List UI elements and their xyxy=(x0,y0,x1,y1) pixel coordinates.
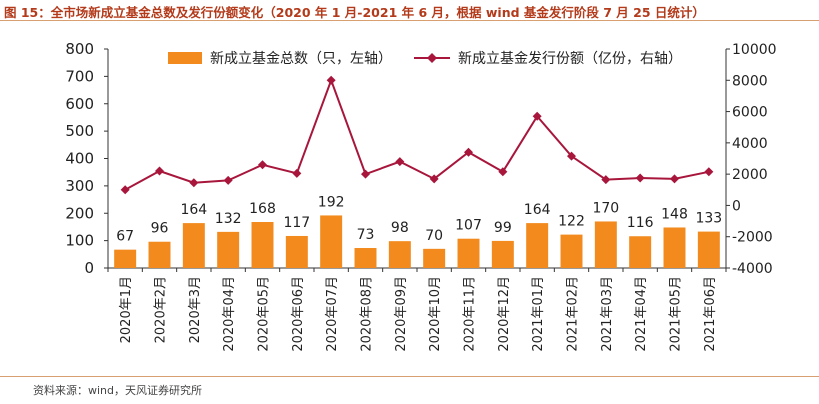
line-point xyxy=(155,166,164,176)
x-tick-label: 2021年05月 xyxy=(669,276,684,352)
line-point xyxy=(292,168,302,178)
bar-data-label: 116 xyxy=(627,215,654,231)
bar-data-label: 192 xyxy=(318,194,345,210)
line-point xyxy=(189,178,199,188)
bar xyxy=(526,223,549,268)
bar-data-label: 96 xyxy=(151,221,169,237)
x-tick-label: 2020年10月 xyxy=(428,276,443,352)
x-tick-label: 2020年07月 xyxy=(325,276,340,352)
source-note: 资料来源：wind，天风证券研究所 xyxy=(33,384,203,397)
x-tick-label: 2020年3月 xyxy=(188,276,203,343)
left-tick-label: 500 xyxy=(65,122,94,140)
line-point xyxy=(120,185,130,195)
bar-data-label: 122 xyxy=(558,214,585,230)
right-tick-label: 6000 xyxy=(732,105,768,121)
bar xyxy=(148,241,171,268)
right-tick-label: 10000 xyxy=(732,42,777,58)
left-tick-label: 0 xyxy=(84,259,94,277)
footer-divider xyxy=(0,376,819,377)
left-tick-label: 600 xyxy=(65,95,94,113)
right-tick-label: 8000 xyxy=(732,73,768,89)
line-point xyxy=(361,169,370,179)
figure-title: 图 15：全市场新成立基金总数及发行份额变化（2020 年 1 月-2021 年… xyxy=(4,5,705,20)
x-tick-label: 2020年06月 xyxy=(291,276,306,352)
bar xyxy=(285,235,308,268)
bar-data-label: 99 xyxy=(494,220,512,236)
left-tick-label: 200 xyxy=(65,204,94,222)
x-tick-label: 2021年02月 xyxy=(566,276,581,352)
x-tick-label: 2021年04月 xyxy=(634,276,649,352)
line-point xyxy=(567,151,576,161)
bar-data-label: 117 xyxy=(283,215,310,231)
bar-data-label: 133 xyxy=(695,211,722,227)
x-tick-label: 2020年2月 xyxy=(154,276,169,343)
line-point xyxy=(670,174,679,184)
bar-data-label: 168 xyxy=(249,201,276,217)
bar-data-label: 107 xyxy=(455,218,482,234)
left-tick-label: 400 xyxy=(65,150,94,168)
bar-data-label: 67 xyxy=(116,229,134,245)
right-tick-label: 0 xyxy=(732,198,741,214)
legend-bar-swatch xyxy=(168,52,202,64)
bar xyxy=(560,234,583,268)
bar xyxy=(697,231,720,268)
bar xyxy=(423,248,446,268)
left-tick-label: 700 xyxy=(65,67,94,85)
bar-data-label: 70 xyxy=(425,228,443,244)
legend-line-marker xyxy=(427,53,437,63)
bar xyxy=(388,241,411,268)
bar xyxy=(114,249,137,268)
combo-chart: 0 100 200 300 400 500 600 700 800 -4000 -2000 0 2000… xyxy=(65,40,777,352)
x-tick-label: 2020年12月 xyxy=(497,276,512,352)
line-point xyxy=(635,173,645,183)
x-tick-label: 2020年11月 xyxy=(463,276,478,352)
right-tick-label: -2000 xyxy=(732,230,773,246)
line-point xyxy=(532,111,542,121)
line-point xyxy=(326,75,336,85)
line-point xyxy=(258,160,267,170)
x-tick-label: 2020年05月 xyxy=(257,276,272,352)
x-tick-label: 2021年06月 xyxy=(703,276,718,352)
x-tick-label: 2020年1月 xyxy=(119,276,134,343)
bar xyxy=(663,227,686,268)
line-point xyxy=(429,174,439,184)
x-tick-label: 2020年04月 xyxy=(222,276,237,352)
line-point xyxy=(395,157,405,167)
bar xyxy=(491,240,514,268)
line-point xyxy=(223,175,233,185)
left-tick-label: 100 xyxy=(65,232,94,250)
x-tick-label: 2021年03月 xyxy=(600,276,615,352)
bar xyxy=(457,238,480,268)
bar xyxy=(251,222,274,268)
legend-line-label: 新成立基金发行份额（亿份，右轴） xyxy=(458,50,682,67)
bar-data-label: 170 xyxy=(592,200,619,216)
bar-data-label: 148 xyxy=(661,206,688,222)
bar-data-label: 73 xyxy=(357,227,375,243)
x-tick-label: 2021年01月 xyxy=(531,276,546,352)
bar-data-label: 164 xyxy=(180,202,207,218)
right-tick-label: 4000 xyxy=(732,136,768,152)
bar-data-label: 164 xyxy=(524,202,551,218)
line-point xyxy=(464,147,473,157)
bar-data-label: 132 xyxy=(215,211,242,227)
legend-bar-label: 新成立基金总数（只，左轴） xyxy=(210,50,392,67)
x-tick-label: 2020年08月 xyxy=(360,276,375,352)
line-point xyxy=(498,167,508,177)
bar xyxy=(594,221,617,268)
line-point xyxy=(704,167,714,177)
left-tick-label: 300 xyxy=(65,177,94,195)
left-tick-label: 800 xyxy=(65,40,94,58)
bar xyxy=(354,248,377,268)
right-tick-label: 2000 xyxy=(732,167,768,183)
bar xyxy=(629,236,652,268)
issuance-line xyxy=(124,77,710,191)
right-tick-label: -4000 xyxy=(732,261,773,277)
title-divider xyxy=(0,20,819,21)
bar xyxy=(182,223,205,268)
bar xyxy=(217,231,240,268)
bar-data-label: 98 xyxy=(391,220,409,236)
x-tick-label: 2020年09月 xyxy=(394,276,409,352)
line-point xyxy=(601,175,611,185)
bar xyxy=(320,215,343,268)
